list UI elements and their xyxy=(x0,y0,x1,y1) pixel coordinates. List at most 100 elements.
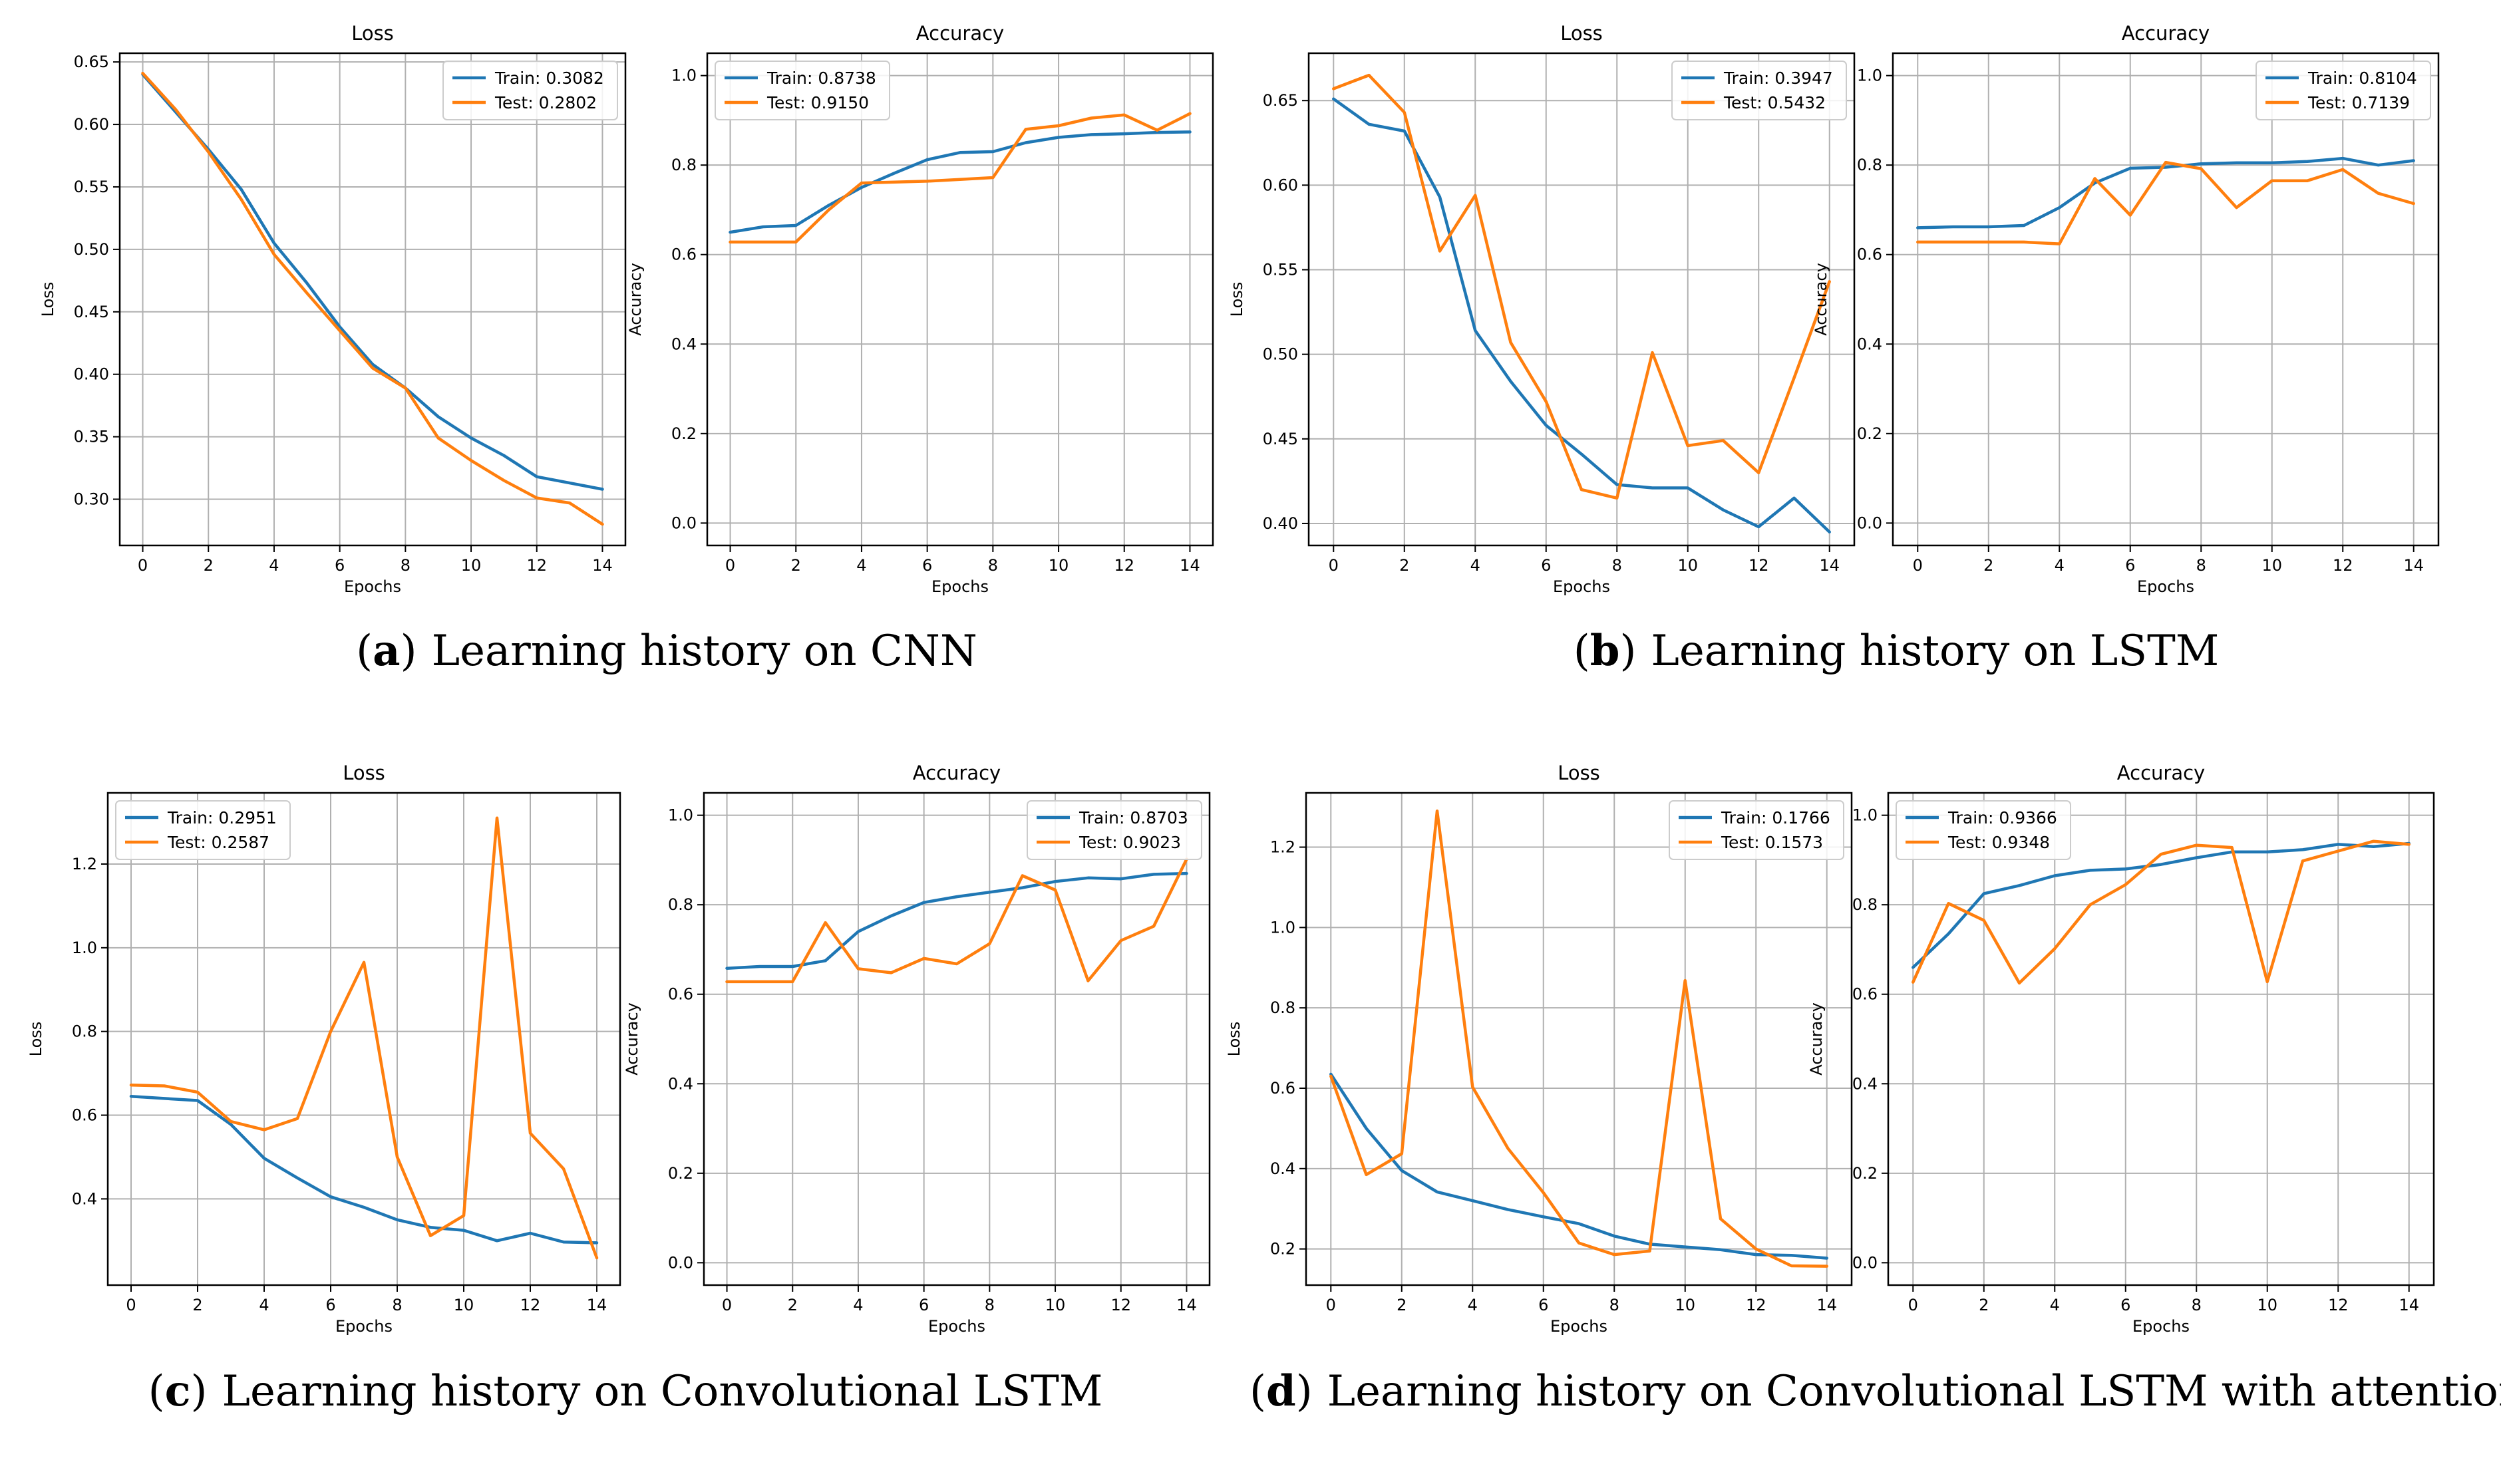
x-tick-label: 4 xyxy=(2055,556,2065,575)
y-tick-label: 0.60 xyxy=(74,115,109,134)
axes-frame xyxy=(106,792,621,1286)
x-tick-label: 6 xyxy=(922,556,932,575)
y-tick-label: 0.6 xyxy=(1857,245,1882,264)
caption-letter: c xyxy=(165,1366,191,1416)
axes-frame xyxy=(706,52,1214,547)
x-tick-label: 0 xyxy=(1329,556,1339,575)
x-tick-label: 10 xyxy=(2261,556,2282,575)
y-axis-label: Loss xyxy=(27,1022,45,1057)
y-tick-label: 0.40 xyxy=(1263,514,1298,533)
legend-entry: Train: 0.2951 xyxy=(167,808,277,827)
y-tick-label: 1.0 xyxy=(671,67,697,85)
train-series-line xyxy=(729,130,1192,234)
x-tick-label: 8 xyxy=(1612,556,1622,575)
x-tick-label: 14 xyxy=(2399,1296,2419,1314)
x-tick-label: 10 xyxy=(1049,556,1069,575)
x-tick-label: 14 xyxy=(1180,556,1200,575)
x-tick-label: 2 xyxy=(204,556,214,575)
caption-a: (a) Learning history on CNN xyxy=(356,626,977,676)
x-axis-label: Epochs xyxy=(335,1317,393,1336)
caption-d: (d) Learning history on Convolutional LST… xyxy=(1250,1366,2501,1416)
y-tick-label: 0.50 xyxy=(74,240,109,259)
x-tick-label: 10 xyxy=(1677,556,1698,575)
y-axis-label: Accuracy xyxy=(1807,1002,1826,1076)
y-tick-label: 0.0 xyxy=(1857,514,1882,532)
x-tick-label: 14 xyxy=(587,1296,607,1314)
y-tick-label: 0.8 xyxy=(1270,998,1295,1017)
legend: Train: 0.3082 Test: 0.2802 xyxy=(442,61,618,120)
y-tick-label: 1.0 xyxy=(1857,67,1882,85)
chart-b-loss: 0 2 4 6 8 10 12 14 0.40 0.45 0.50 0.55 0.60 0.65 Loss E… xyxy=(1228,22,1856,596)
y-tick-label: 0.65 xyxy=(74,53,109,71)
legend: Train: 0.1766 Test: 0.1573 xyxy=(1669,800,1844,860)
y-tick-label: 0.35 xyxy=(74,428,109,446)
caption-open-paren: ( xyxy=(148,1367,165,1416)
x-tick-label: 8 xyxy=(2196,556,2206,575)
y-tick-label: 0.6 xyxy=(668,985,693,1004)
grid xyxy=(707,53,1213,545)
caption-open-paren: ( xyxy=(356,627,373,676)
train-series-line xyxy=(1916,156,2415,229)
x-tick-label: 0 xyxy=(1913,556,1923,575)
y-axis-label: Loss xyxy=(1225,1022,1244,1057)
x-tick-label: 0 xyxy=(126,1296,136,1314)
caption-letter: b xyxy=(1590,626,1620,676)
x-tick-label: 14 xyxy=(1816,1296,1837,1314)
x-tick-label: 4 xyxy=(259,1296,269,1314)
x-tick-label: 12 xyxy=(2333,556,2353,575)
x-tick-label: 2 xyxy=(1397,1296,1407,1314)
x-tick-label: 2 xyxy=(192,1296,202,1314)
legend: Train: 0.8104 Test: 0.7139 xyxy=(2255,61,2431,120)
axes-frame xyxy=(1892,52,2440,547)
y-tick-label: 0.4 xyxy=(1852,1074,1878,1093)
x-tick-label: 10 xyxy=(461,556,482,575)
x-tick-label: 6 xyxy=(325,1296,335,1314)
x-tick-label: 12 xyxy=(526,556,547,575)
legend-entry: Train: 0.3947 xyxy=(1723,69,1833,88)
x-tick-label: 4 xyxy=(1468,1296,1478,1314)
x-axis-label: Epochs xyxy=(1553,577,1610,596)
axes-frame xyxy=(118,52,627,547)
x-tick-label: 4 xyxy=(856,556,866,575)
y-tick-label: 0.6 xyxy=(671,245,697,264)
legend: Train: 0.3947 Test: 0.5432 xyxy=(1671,61,1847,120)
y-tick-label: 1.0 xyxy=(668,806,693,825)
x-tick-label: 8 xyxy=(1609,1296,1619,1314)
grid xyxy=(1893,53,2438,545)
y-axis-label: Accuracy xyxy=(1812,263,1830,336)
y-tick-label: 0.6 xyxy=(1270,1079,1295,1098)
legend-entry: Test: 0.5432 xyxy=(1723,93,1826,112)
y-tick-label: 0.8 xyxy=(72,1022,97,1041)
chart-title: Loss xyxy=(343,762,385,784)
x-tick-label: 4 xyxy=(1470,556,1480,575)
legend: Train: 0.8738 Test: 0.9150 xyxy=(715,61,890,120)
x-tick-label: 8 xyxy=(988,556,998,575)
legend-entry: Train: 0.8738 xyxy=(766,69,876,88)
grid xyxy=(120,53,625,545)
grid xyxy=(704,793,1210,1285)
y-tick-label: 0.2 xyxy=(671,424,697,443)
x-tick-label: 12 xyxy=(2328,1296,2349,1314)
caption-close-paren: ) xyxy=(1296,1367,1313,1416)
y-tick-label: 0.55 xyxy=(74,178,109,196)
x-tick-label: 2 xyxy=(788,1296,798,1314)
legend-entry: Test: 0.1573 xyxy=(1721,833,1823,852)
test-series-line xyxy=(1912,839,2411,985)
y-tick-label: 0.0 xyxy=(668,1253,693,1272)
caption-close-paren: ) xyxy=(1619,627,1636,676)
y-axis-label: Accuracy xyxy=(626,263,645,336)
test-series-line xyxy=(1329,809,1828,1268)
y-tick-label: 0.0 xyxy=(671,514,697,532)
chart-c-acc: 0 2 4 6 8 10 12 14 0.0 0.2 0.4 0.6 0.8 1.0 Accuracy Epo… xyxy=(623,762,1211,1336)
x-axis-label: Epochs xyxy=(344,577,401,596)
y-axis-label: Loss xyxy=(1228,282,1246,317)
x-tick-label: 2 xyxy=(1399,556,1409,575)
x-tick-label: 6 xyxy=(1538,1296,1548,1314)
chart-title: Accuracy xyxy=(916,22,1004,45)
y-tick-label: 1.2 xyxy=(1270,838,1295,857)
x-tick-label: 0 xyxy=(1908,1296,1918,1314)
caption-open-paren: ( xyxy=(1574,627,1590,676)
x-tick-label: 0 xyxy=(725,556,735,575)
caption-text: Learning history on CNN xyxy=(432,627,977,676)
chart-a-loss: 0 2 4 6 8 10 12 14 0.30 0.35 0.40 0.45 0.50 0.55 0.60 0… xyxy=(39,22,627,596)
